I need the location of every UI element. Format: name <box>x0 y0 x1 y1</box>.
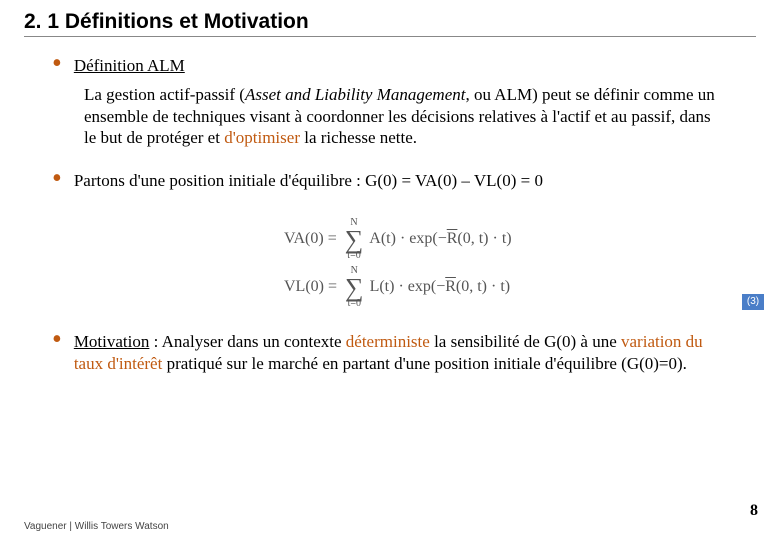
body-orange: d'optimiser <box>224 128 300 147</box>
reference-badge: (3) <box>742 294 764 310</box>
slide-title: 2. 1 Définitions et Motivation <box>24 10 756 37</box>
formula-lhs: VA(0) = <box>284 230 337 248</box>
b3-w1: déterministe <box>346 332 430 351</box>
page-number: 8 <box>750 502 758 520</box>
sigma-symbol: ∑ <box>345 228 364 251</box>
body-pre: La gestion actif-passif ( <box>84 85 245 104</box>
sigma-symbol: ∑ <box>345 276 364 299</box>
bullet1-heading: Définition ALM <box>74 55 185 76</box>
slide: 2. 1 Définitions et Motivation • Définit… <box>0 0 780 540</box>
sigma-bot: t=0 <box>348 299 361 309</box>
bullet-dot-icon: • <box>52 172 62 186</box>
bullet-dot-icon: • <box>52 57 62 71</box>
rhs-r: R <box>447 230 458 247</box>
formula-block: VA(0) = N ∑ t=0 A(t) · exp(−R(0, t) · t)… <box>284 217 756 309</box>
bullet3-heading: Motivation <box>74 332 150 351</box>
formula-rhs: L(t) · exp(−R(0, t) · t) <box>370 278 511 296</box>
bullet-motivation: • Motivation : Analyser dans un contexte… <box>52 331 726 374</box>
bullet2-text: Partons d'une position initiale d'équili… <box>74 170 543 191</box>
sigma-bot: t=0 <box>347 251 360 261</box>
rhs-a: A(t) · exp(− <box>369 230 446 247</box>
rhs-b: (0, t) · t) <box>456 278 510 295</box>
b3-p2: la sensibilité de G(0) à une <box>430 332 621 351</box>
b3-p3: pratiqué sur le marché en partant d'une … <box>162 354 687 373</box>
bullet-dot-icon: • <box>52 333 62 347</box>
sigma-icon: N ∑ t=0 <box>345 266 364 309</box>
bullet1-body: La gestion actif-passif (Asset and Liabi… <box>84 84 726 148</box>
rhs-b: (0, t) · t) <box>457 230 511 247</box>
formula-vl: VL(0) = N ∑ t=0 L(t) · exp(−R(0, t) · t) <box>284 265 756 309</box>
b3-p1: : Analyser dans un contexte <box>149 332 345 351</box>
rhs-r: R <box>445 278 456 295</box>
body-post: la richesse nette. <box>300 128 417 147</box>
rhs-a: L(t) · exp(− <box>370 278 446 295</box>
formula-va: VA(0) = N ∑ t=0 A(t) · exp(−R(0, t) · t) <box>284 217 756 261</box>
sigma-icon: N ∑ t=0 <box>345 218 364 261</box>
bullet-equilibrium: • Partons d'une position initiale d'équi… <box>52 170 756 191</box>
bullet3-text: Motivation : Analyser dans un contexte d… <box>74 331 726 374</box>
bullet-definition: • Définition ALM <box>52 55 756 76</box>
formula-lhs: VL(0) = <box>284 278 337 296</box>
formula-rhs: A(t) · exp(−R(0, t) · t) <box>369 230 511 248</box>
body-italic: Asset and Liability Management <box>245 85 466 104</box>
footer-text: Vaguener | Willis Towers Watson <box>24 521 169 532</box>
